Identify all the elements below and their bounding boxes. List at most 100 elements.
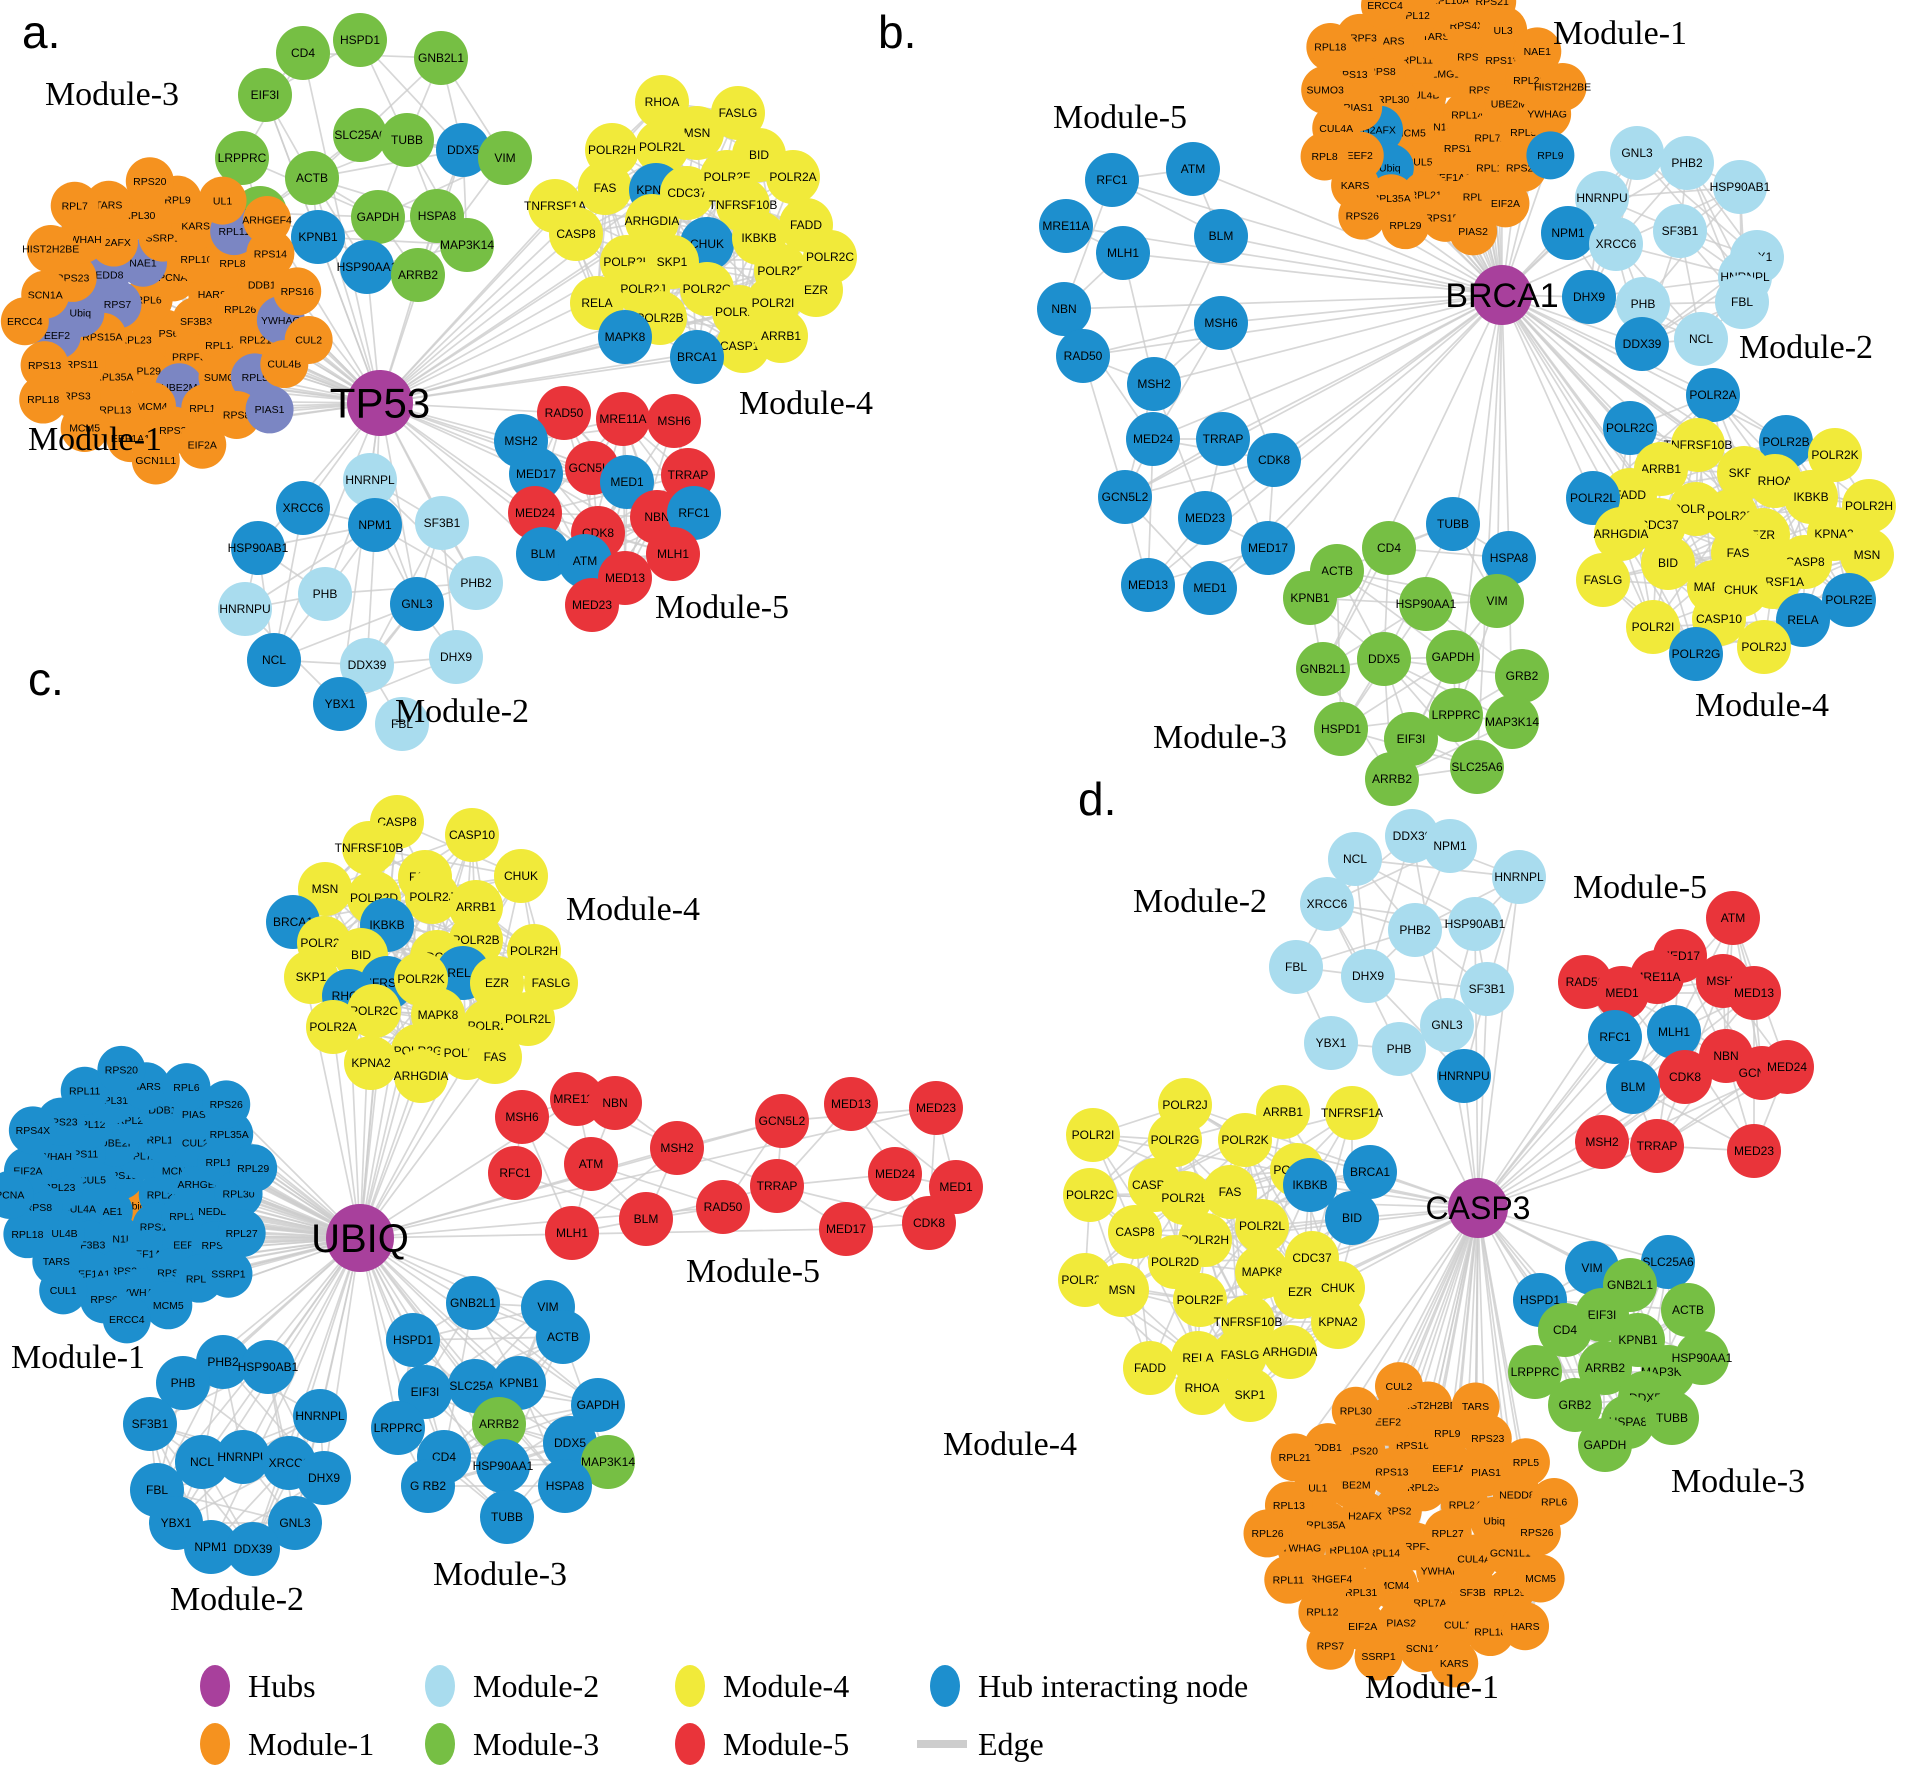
- node-label: HSPA8: [418, 209, 457, 223]
- node-label: RPL18: [1474, 1627, 1506, 1639]
- network-node: [1630, 1119, 1684, 1173]
- node-label: SF3B1: [1662, 224, 1699, 238]
- node-label: LRPPRC: [218, 151, 267, 165]
- node-label: ACTB: [1321, 564, 1353, 578]
- node-label: MSN: [1854, 548, 1881, 562]
- node-label: MAP3K14: [440, 238, 494, 252]
- network-node: [1426, 630, 1480, 684]
- node-label: XRCC6: [283, 501, 324, 515]
- network-node: [1588, 1010, 1642, 1064]
- hub-edge: [1477, 1036, 1616, 1209]
- node-label: TNFRSF10B: [1214, 1315, 1283, 1329]
- network-node: [711, 86, 765, 140]
- network-node: [1437, 1049, 1491, 1103]
- network-node: [243, 196, 292, 245]
- module-label: Module-4: [1695, 687, 1829, 724]
- node-label: MED13: [1128, 578, 1168, 592]
- module-label: Module-2: [395, 693, 529, 730]
- node-label: BLM: [1621, 1080, 1646, 1094]
- node-label: CDK8: [913, 1216, 945, 1230]
- node-label: GNB2L1: [1300, 662, 1346, 676]
- network-node: [1548, 1378, 1602, 1432]
- node-label: HSPD1: [393, 1333, 433, 1347]
- node-label: HSPD1: [1520, 1293, 1560, 1307]
- node-label: NCL: [1689, 332, 1713, 346]
- node-label: MSH2: [504, 434, 538, 448]
- node-label: FADD: [1134, 1361, 1166, 1375]
- network-node: [1430, 1639, 1479, 1688]
- network-node: [565, 578, 619, 632]
- network-node: [819, 1202, 873, 1256]
- network-node: [1341, 949, 1395, 1003]
- network-node: [1325, 1191, 1379, 1245]
- network-node: [571, 1378, 625, 1432]
- network-node: [1264, 1555, 1313, 1604]
- node-label: LRPPRC: [1511, 1365, 1560, 1379]
- node-label: FASLG: [719, 106, 758, 120]
- node-label: EEF2: [1347, 150, 1373, 162]
- node-label: RPL14: [1368, 1548, 1400, 1560]
- network-node: [1306, 22, 1355, 71]
- module-label: Module-2: [1739, 329, 1873, 366]
- network-node: [581, 1435, 635, 1489]
- network-node: [494, 849, 548, 903]
- node-label: NPM1: [194, 1540, 228, 1554]
- legend-label: Module-3: [473, 1726, 599, 1762]
- node-label: CDK8: [1258, 453, 1290, 467]
- network-node: [20, 341, 69, 390]
- network-node: [1304, 1016, 1358, 1070]
- network-node: [218, 582, 272, 636]
- node-label: POLR2G: [1151, 1133, 1200, 1147]
- node-label: MSH2: [1585, 1135, 1619, 1149]
- node-label: GCN1L1: [1490, 1547, 1531, 1559]
- network-node: [1615, 317, 1669, 371]
- node-label: POLR2I: [1072, 1128, 1115, 1142]
- node-label: XRCC6: [1596, 237, 1637, 251]
- node-label: RPL21: [1279, 1452, 1311, 1464]
- node-label: PHB2: [1399, 923, 1431, 937]
- node-label: RPL5: [1513, 1457, 1539, 1469]
- legend-label: Module-2: [473, 1668, 599, 1704]
- node-label: RPS11: [1485, 55, 1518, 67]
- network-node: [198, 176, 247, 225]
- network-node: [1388, 903, 1442, 957]
- network-node: [1406, 0, 1441, 8]
- node-label: ARHGDIA: [1263, 1345, 1318, 1359]
- network-node: [647, 394, 701, 448]
- node-label: TRRAP: [668, 468, 709, 482]
- node-label: GCN5L2: [1102, 490, 1149, 504]
- network-node: [1713, 160, 1767, 214]
- module-label: Module-5: [686, 1253, 820, 1290]
- node-label: FASLG: [1221, 1348, 1260, 1362]
- network-node: [1501, 1438, 1550, 1487]
- network-node: [60, 404, 109, 453]
- node-label: FADD: [790, 218, 822, 232]
- network-node: [1485, 695, 1539, 749]
- node-label: POLR2B: [452, 933, 499, 947]
- network-node: [598, 310, 652, 364]
- network-node: [380, 113, 434, 167]
- network-node: [824, 1077, 878, 1131]
- network-node: [1737, 620, 1791, 674]
- network-node: [1203, 1165, 1257, 1219]
- node-label: RPL7: [62, 200, 88, 212]
- node-label: NCL: [190, 1455, 214, 1469]
- network-node: [178, 420, 227, 469]
- node-label: POLR2L: [639, 140, 685, 154]
- module-label: Module-4: [943, 1426, 1077, 1463]
- network-node: [375, 697, 429, 751]
- node-label: G RB2: [410, 1479, 446, 1493]
- network-node: [446, 1276, 500, 1330]
- node-label: POLR2J: [409, 890, 454, 904]
- network-node: [297, 1451, 351, 1505]
- network-node: [1338, 191, 1387, 240]
- node-label: RAD50: [704, 1200, 743, 1214]
- node-label: MSN: [312, 882, 339, 896]
- network-node: [1126, 412, 1180, 466]
- network-node: [1301, 65, 1350, 114]
- network-node: [333, 13, 387, 67]
- hub-edge: [359, 1107, 937, 1239]
- node-label: NPM1: [358, 518, 392, 532]
- network-node: [1183, 561, 1237, 615]
- node-label: DDX39: [1623, 337, 1662, 351]
